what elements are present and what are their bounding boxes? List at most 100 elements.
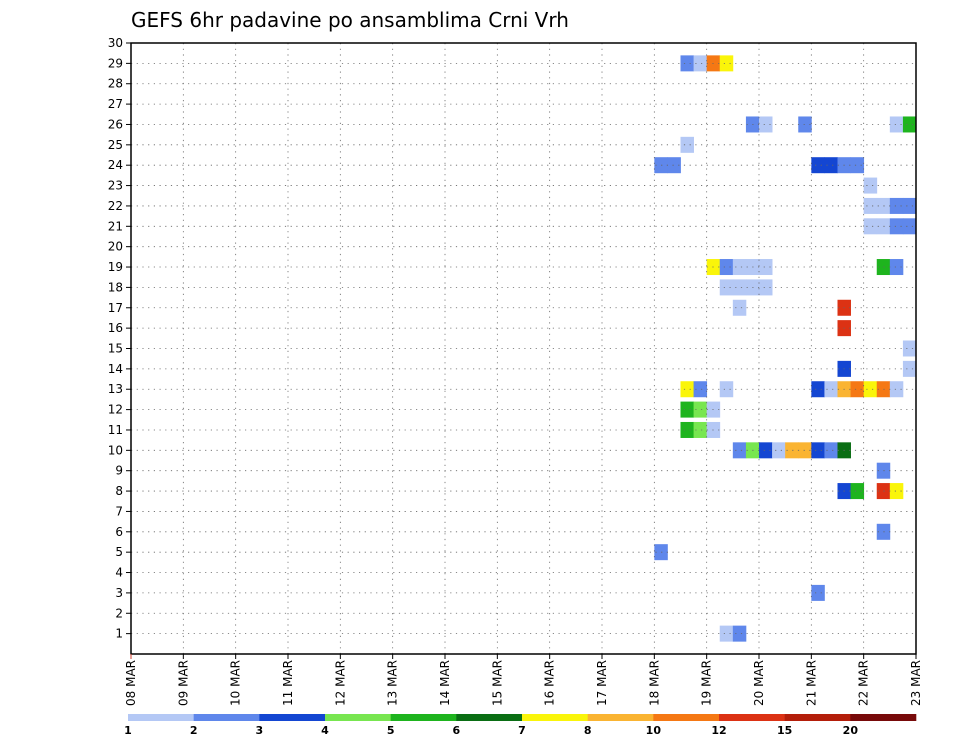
y-tick-label: 13 [108,382,123,396]
heatmap-cell [719,625,734,642]
x-tick-label: 21 MAR [804,660,818,706]
y-tick-label: 26 [108,117,123,131]
x-tick-label: 14 MAR [438,660,452,706]
heatmap-cell [680,136,694,153]
y-tick-label: 7 [115,504,123,518]
legend-label: 10 [646,724,662,737]
legend-swatch [390,714,457,721]
heatmap-cell [889,259,904,276]
heatmap-cell [732,299,747,316]
x-tick-label: 20 MAR [752,660,766,706]
y-tick-label: 30 [108,36,123,50]
legend-swatch [653,714,720,721]
heatmap-cell [719,259,734,276]
legend-label: 2 [190,724,198,737]
heatmap-cell [693,421,708,438]
x-tick-label: 12 MAR [333,660,347,706]
x-axis: 08 MAR 09 MAR 10 MAR 11 MAR 12 MAR 13 MAR 14 M… [124,654,923,706]
y-tick-label: 22 [108,199,123,213]
heatmap-cell [719,381,734,398]
heatmap-cell [732,259,747,276]
y-tick-label: 14 [108,362,123,376]
heatmap-cell [654,544,668,561]
x-tick-label: 09 MAR [176,660,190,706]
y-tick-label: 19 [108,260,123,274]
y-tick-label: 18 [108,280,123,294]
legend-swatch [850,714,917,721]
y-tick-label: 2 [115,606,123,620]
heatmap-cell [693,401,708,418]
heatmap-cell [693,381,708,398]
heatmap-cell [863,381,878,398]
heatmap-cell [889,483,904,500]
heatmap-cell [759,442,773,459]
heatmap-cell [759,116,773,133]
y-tick-label: 6 [115,525,123,539]
heatmap-cell [811,157,825,174]
y-tick-label: 28 [108,77,123,91]
legend-label: 3 [256,724,264,737]
x-tick-label: 08 MAR [124,660,138,706]
heatmap-cell [680,421,694,438]
y-tick-label: 20 [108,240,123,254]
legend-label: 4 [321,724,329,737]
x-tick-label: 17 MAR [595,660,609,706]
legend-swatch [784,714,851,721]
legend-label: 7 [518,724,526,737]
heatmap-cell [680,55,694,72]
legend-label: 8 [584,724,592,737]
y-tick-label: 16 [108,321,123,335]
heatmap-cell [902,116,917,133]
x-tick-label: 22 MAR [857,660,871,706]
heatmap-cell [759,279,773,296]
chart-title: GEFS 6hr padavine po ansamblima Crni Vrh [131,8,569,32]
heatmap-cell [863,197,878,214]
heatmap-cell [902,340,917,357]
heatmap-cell [824,381,838,398]
y-tick-label: 11 [108,423,123,437]
heatmap-cell [850,381,865,398]
y-tick-label: 9 [115,464,123,478]
heatmap-cell [759,259,773,276]
y-tick-label: 3 [115,586,123,600]
y-tick-label: 21 [108,219,123,233]
heatmap-cell [785,442,799,459]
y-tick-label: 5 [115,545,123,559]
legend-label: 12 [711,724,726,737]
heatmap-cell [889,218,904,235]
y-tick-label: 15 [108,342,123,356]
heatmap-cell [863,218,878,235]
legend-swatch [128,714,194,721]
legend-swatch [587,714,654,721]
legend-label: 6 [453,724,461,737]
x-tick-label: 10 MAR [229,660,243,706]
heatmap-cell [719,55,734,72]
heatmap-cell [811,584,825,601]
heatmap-cell [654,157,668,174]
legend-swatch [522,714,588,721]
x-tick-label: 19 MAR [700,660,714,706]
heatmap-cell [889,381,904,398]
heatmap-cell [889,116,904,133]
heatmap-cell [811,442,825,459]
heatmap-cell [902,197,917,214]
y-tick-label: 10 [108,443,123,457]
heatmap-cell [850,483,865,500]
legend-swatch [456,714,523,721]
y-tick-label: 17 [108,301,123,315]
heatmap-cell [798,116,812,133]
legend-label: 5 [387,724,395,737]
x-tick-label: 18 MAR [647,660,661,706]
y-axis: 1234567891011121314151617181920212223242… [108,36,131,641]
heatmap-cell [732,442,747,459]
y-tick-label: 25 [108,138,123,152]
heatmap-cell [889,197,904,214]
heatmap-cell [732,625,747,642]
heatmap-cell [824,442,838,459]
legend-swatch [259,714,326,721]
x-tick-label: 23 MAR [909,660,923,706]
heatmap-cells [654,55,917,642]
legend-label: 15 [777,724,792,737]
legend-label: 20 [843,724,859,737]
